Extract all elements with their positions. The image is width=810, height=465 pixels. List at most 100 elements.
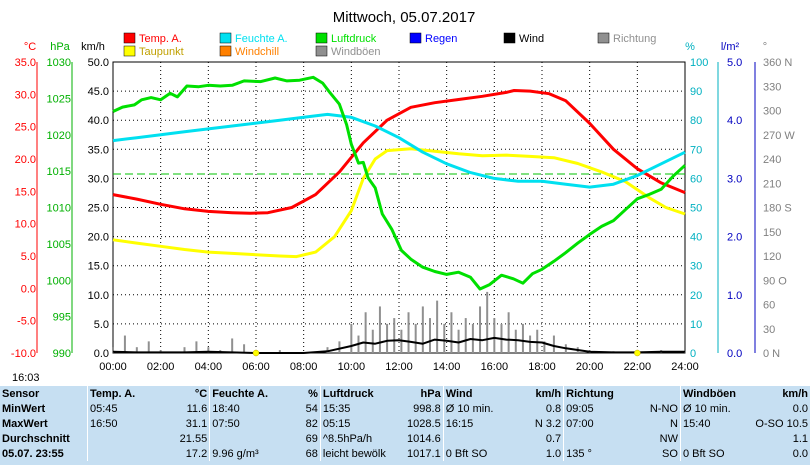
legend-swatch (123, 45, 136, 57)
table-cell: 1017.1 (407, 447, 441, 460)
legend-swatch (503, 32, 516, 44)
dir-tick-label: 0 N (763, 348, 780, 360)
temp-tick-label: 10.0 (15, 219, 36, 231)
table-cell: 05.07. 23:55 (2, 447, 64, 460)
table-cell: 135 ° (563, 446, 630, 461)
dir-tick-label: 30 (763, 324, 775, 336)
dir-tick-label: 240 (763, 154, 781, 166)
temp-tick-label: 0.0 (21, 283, 36, 295)
legend-label: Windböen (331, 46, 381, 58)
legend-swatch (219, 32, 232, 44)
plot-area (112, 61, 686, 354)
table-cell: O-SO 10.5 (755, 417, 808, 430)
hum-tick-label: 80 (690, 115, 702, 127)
legend-label: Luftdruck (331, 33, 377, 45)
table-cell: leicht bewölk (319, 446, 388, 461)
table-cell: 07:00 (563, 416, 630, 431)
temp-tick-label: 5.0 (21, 251, 36, 263)
sun-marker (634, 349, 641, 357)
table-cell: Wind (442, 386, 509, 401)
hum-axis-unit: % (685, 41, 695, 53)
table-cell: 68 (305, 447, 318, 460)
press-tick-label: 1010 (47, 203, 71, 215)
hum-tick-label: 10 (690, 319, 702, 331)
legend-label: Richtung (613, 33, 656, 45)
press-tick-label: 1020 (47, 130, 71, 142)
table-cell: ^8.5hPa/h (319, 431, 388, 446)
table-cell: Temp. A. (86, 386, 157, 401)
series-line-wind (112, 336, 685, 354)
table-row: MinWert 05:45 11.6 18:40 54 15:35 998.8 Ø 10 mi… (0, 401, 810, 416)
dir-tick-label: 120 (763, 251, 781, 263)
table-cell: Windböen (679, 386, 747, 401)
hum-tick-label: 50 (690, 203, 702, 215)
table-cell: Luftdruck (319, 386, 388, 401)
legend-label: Windchill (235, 46, 279, 58)
x-tick-label: 06:00 (242, 361, 270, 370)
wind-tick-label: 10.0 (88, 290, 109, 302)
temp-tick-label: -10.0 (11, 348, 36, 360)
temp-tick-label: 30.0 (15, 89, 36, 101)
x-tick-label: 00:00 (99, 361, 127, 370)
table-cell: 1.0 (545, 447, 562, 460)
wind-tick-label: 20.0 (88, 232, 109, 244)
stats-table: Sensor Temp. A. °C Feuchte A.% Luftdruck hPa W… (0, 386, 810, 461)
wind-tick-label: 30.0 (88, 173, 109, 185)
table-cell: 54 (305, 402, 318, 415)
table-cell: 18:40 (209, 401, 276, 416)
table-cell: 05:45 (86, 401, 157, 416)
table-cell: 1.1 (792, 432, 808, 445)
legend-swatch (409, 32, 422, 44)
press-tick-label: 1015 (47, 166, 71, 178)
x-tick-label: 24:00 (671, 361, 699, 370)
grid (113, 62, 685, 353)
table-cell (442, 431, 509, 446)
table-cell: 0.0 (792, 402, 808, 415)
wind-tick-label: 5.0 (94, 319, 109, 331)
table-cell: MinWert (2, 402, 46, 415)
hum-tick-label: 30 (690, 261, 702, 273)
dir-tick-label: 330 (763, 81, 781, 93)
x-tick-label: 04:00 (195, 361, 223, 370)
table-cell: 1028.5 (407, 417, 441, 430)
legend-swatch (123, 32, 136, 44)
table-cell: 05:15 (319, 416, 388, 431)
table-cell: SO (662, 447, 678, 460)
table-cell: Feuchte A. (209, 386, 276, 401)
table-cell: km/h (782, 387, 808, 400)
x-tick-label: 16:00 (481, 361, 509, 370)
table-cell: 17.2 (185, 447, 208, 460)
series-line-taupunkt (112, 147, 686, 259)
table-cell (629, 386, 680, 401)
legend-swatch (315, 45, 328, 57)
table-cell: 15:40 (679, 416, 747, 431)
wind-tick-label: 40.0 (88, 115, 109, 127)
series-line-feuchtea (112, 112, 686, 189)
table-cell: N (670, 417, 678, 430)
dir-tick-label: 360 N (763, 57, 792, 69)
table-cell (86, 431, 157, 446)
press-tick-label: 1030 (47, 57, 71, 69)
x-tick-label: 14:00 (433, 361, 461, 370)
table-cell: Ø 10 min. (679, 401, 747, 416)
weather-chart: Mittwoch, 05.07.2017 Temp. A. Feuchte A. L… (11, 9, 795, 370)
wind-tick-label: 50.0 (88, 57, 109, 69)
table-cell: Richtung (563, 386, 630, 401)
table-cell: 0.8 (545, 402, 562, 415)
table-cell: 16:15 (442, 416, 509, 431)
temp-tick-label: 15.0 (15, 186, 36, 198)
rain-tick-label: 4.0 (727, 115, 742, 127)
table-cell: km/h (535, 387, 562, 400)
table-cell: °C (194, 387, 208, 400)
rain-tick-label: 1.0 (727, 290, 742, 302)
series-line-luftdruck (112, 75, 687, 291)
wind-tick-label: 15.0 (88, 261, 109, 273)
hum-tick-label: 100 (690, 57, 708, 69)
table-cell: MaxWert (2, 417, 48, 430)
table-cell: 998.8 (413, 402, 441, 415)
chart-marks (112, 75, 687, 357)
legend-swatch (315, 32, 328, 44)
table-cell: 0.0 (792, 447, 808, 460)
table-cell: Ø 10 min. (442, 401, 509, 416)
time-bar: 16:03 (0, 370, 810, 386)
